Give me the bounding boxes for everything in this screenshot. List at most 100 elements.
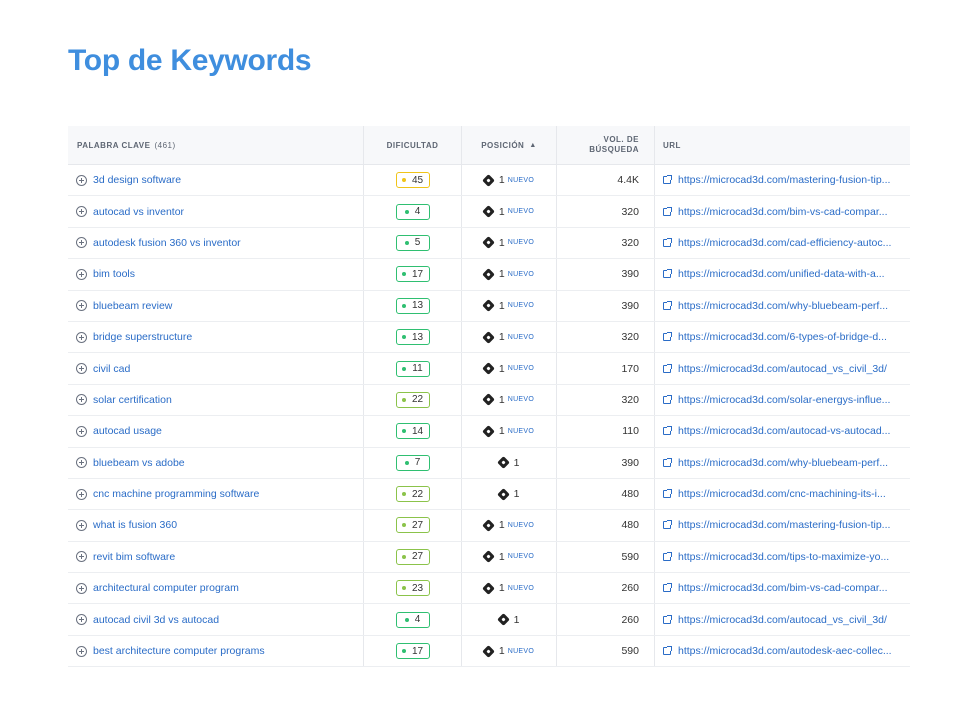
difficulty-dot-icon (404, 209, 409, 214)
external-link-icon[interactable] (663, 363, 672, 373)
url-cell: https://microcad3d.com/bim-vs-cad-compar… (655, 573, 910, 603)
url-link[interactable]: https://microcad3d.com/autocad_vs_civil_… (678, 362, 887, 375)
keyword-link[interactable]: 3d design software (93, 174, 182, 187)
table-row: solar certification 22 1 NUEVO 320 https://mi… (68, 384, 910, 417)
keyword-link[interactable]: revit bim software (93, 550, 176, 563)
table-row: autocad civil 3d vs autocad 4 1 260 https://… (68, 604, 910, 636)
serp-feature-icon (482, 393, 495, 407)
url-link[interactable]: https://microcad3d.com/bim-vs-cad-compar… (678, 582, 888, 595)
keyword-link[interactable]: autocad civil 3d vs autocad (93, 613, 220, 626)
url-link[interactable]: https://microcad3d.com/unified-data-with… (678, 268, 885, 281)
column-header-url[interactable]: URL (663, 140, 681, 150)
url-link[interactable]: https://microcad3d.com/cnc-machining-its… (678, 488, 886, 501)
add-keyword-icon[interactable] (76, 331, 87, 343)
url-cell: https://microcad3d.com/why-bluebeam-perf… (655, 448, 910, 478)
url-link[interactable]: https://microcad3d.com/tips-to-maximize-… (678, 550, 890, 563)
keyword-link[interactable]: solar certification (93, 393, 172, 406)
url-link[interactable]: https://microcad3d.com/autocad_vs_civil_… (678, 613, 887, 626)
serp-feature-icon (482, 519, 495, 532)
difficulty-value: 17 (411, 645, 424, 657)
keyword-link[interactable]: autocad vs inventor (93, 205, 185, 218)
add-keyword-icon[interactable] (76, 519, 87, 531)
add-keyword-icon[interactable] (76, 488, 87, 500)
difficulty-cell: 5 (364, 227, 462, 259)
position-indicator: 1 (496, 456, 519, 470)
add-keyword-icon[interactable] (76, 300, 87, 312)
difficulty-badge: 17 (395, 643, 430, 660)
external-link-icon[interactable] (663, 332, 672, 342)
keyword-link[interactable]: bim tools (93, 268, 136, 281)
add-keyword-icon[interactable] (76, 268, 87, 280)
url-link[interactable]: https://microcad3d.com/cad-efficiency-au… (678, 236, 892, 249)
difficulty-badge: 7 (395, 454, 430, 471)
add-keyword-icon[interactable] (76, 551, 87, 563)
keyword-link[interactable]: autodesk fusion 360 vs inventor (93, 236, 241, 249)
add-keyword-icon[interactable] (76, 425, 87, 437)
column-header-position[interactable]: POSICIÓN ▲ (462, 126, 557, 164)
position-cell: 1 NUEVO (462, 541, 557, 573)
position-cell: 1 NUEVO (462, 573, 557, 604)
url-link[interactable]: https://microcad3d.com/mastering-fusion-… (678, 519, 891, 532)
new-badge: NUEVO (507, 647, 535, 655)
difficulty-value: 14 (411, 425, 424, 437)
position-cell: 1 NUEVO (462, 227, 557, 259)
serp-feature-icon (482, 205, 495, 218)
add-keyword-icon[interactable] (76, 237, 87, 249)
add-keyword-icon[interactable] (76, 645, 87, 657)
external-link-icon[interactable] (663, 489, 672, 499)
url-link[interactable]: https://microcad3d.com/mastering-fusion-… (678, 174, 891, 187)
external-link-icon[interactable] (663, 551, 672, 561)
url-link[interactable]: https://microcad3d.com/why-bluebeam-perf… (678, 456, 889, 469)
url-link[interactable]: https://microcad3d.com/6-types-of-bridge… (678, 331, 887, 344)
column-header-volume[interactable]: VOL. DE BÚSQUEDA (557, 126, 655, 164)
add-keyword-icon[interactable] (76, 614, 87, 626)
keyword-cell: solar certification (68, 384, 364, 416)
add-keyword-icon[interactable] (76, 394, 87, 406)
add-keyword-icon[interactable] (76, 206, 87, 218)
external-link-icon[interactable] (663, 457, 672, 467)
url-link[interactable]: https://microcad3d.com/why-bluebeam-perf… (678, 299, 889, 312)
keyword-link[interactable]: civil cad (93, 362, 131, 375)
add-keyword-icon[interactable] (76, 582, 87, 594)
difficulty-badge: 27 (395, 517, 430, 534)
difficulty-cell: 17 (364, 259, 462, 290)
url-cell: https://microcad3d.com/mastering-fusion-… (655, 165, 910, 195)
external-link-icon[interactable] (663, 206, 672, 216)
difficulty-cell: 13 (364, 290, 462, 321)
table-body: 3d design software 45 1 NUEVO 4.4K https://mi… (68, 165, 910, 668)
external-link-icon[interactable] (663, 646, 672, 656)
external-link-icon[interactable] (663, 175, 672, 185)
volume-cell: 110 (557, 416, 655, 447)
difficulty-value: 27 (411, 551, 424, 563)
difficulty-badge: 13 (395, 297, 430, 314)
url-link[interactable]: https://microcad3d.com/solar-energys-inf… (678, 393, 891, 406)
position-indicator: 1 NUEVO (482, 393, 534, 407)
table-header: PALABRA CLAVE (461) DIFICULTAD POSICIÓN … (68, 126, 910, 165)
keyword-link[interactable]: cnc machine programming software (93, 488, 260, 501)
table-row: bim tools 17 1 NUEVO 390 https://microcad3d.c… (68, 259, 910, 291)
external-link-icon[interactable] (663, 237, 672, 247)
url-link[interactable]: https://microcad3d.com/autodesk-aec-coll… (678, 645, 892, 658)
external-link-icon[interactable] (663, 300, 672, 310)
url-link[interactable]: https://microcad3d.com/autocad-vs-autoca… (678, 425, 891, 438)
external-link-icon[interactable] (663, 426, 672, 436)
keyword-link[interactable]: what is fusion 360 (93, 519, 178, 532)
keyword-link[interactable]: autocad usage (93, 425, 162, 438)
url-link[interactable]: https://microcad3d.com/bim-vs-cad-compar… (678, 205, 888, 218)
add-keyword-icon[interactable] (76, 457, 87, 469)
external-link-icon[interactable] (663, 583, 672, 593)
keyword-link[interactable]: bluebeam review (93, 299, 173, 312)
add-keyword-icon[interactable] (76, 174, 87, 186)
keyword-link[interactable]: best architecture computer programs (93, 645, 265, 658)
external-link-icon[interactable] (663, 269, 672, 279)
add-keyword-icon[interactable] (76, 363, 87, 375)
external-link-icon[interactable] (663, 520, 672, 530)
external-link-icon[interactable] (663, 614, 672, 624)
column-header-difficulty[interactable]: DIFICULTAD (364, 126, 462, 164)
keyword-link[interactable]: architectural computer program (93, 582, 239, 595)
position-indicator: 1 NUEVO (482, 362, 534, 375)
column-header-keyword[interactable]: PALABRA CLAVE (461) (68, 126, 364, 164)
keyword-link[interactable]: bridge superstructure (93, 331, 193, 344)
external-link-icon[interactable] (663, 394, 672, 404)
keyword-link[interactable]: bluebeam vs adobe (93, 456, 185, 469)
